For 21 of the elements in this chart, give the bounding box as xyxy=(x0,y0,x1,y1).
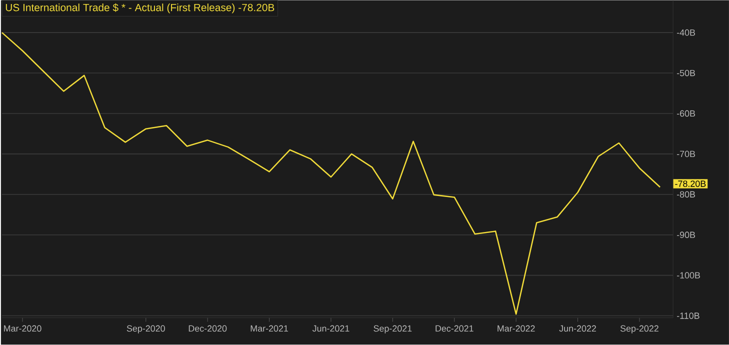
y-tick-label: -100B xyxy=(676,272,700,279)
y-tick-label: -40B xyxy=(676,30,696,36)
x-tick-label: Jun-2022 xyxy=(559,325,596,332)
x-tick-label: Sep-2020 xyxy=(126,325,165,334)
y-tick-label: -70B xyxy=(676,150,696,158)
x-tick-label: Dec-2020 xyxy=(188,325,227,332)
chart-title: US International Trade $ * - Actual (First Release) -78.20B xyxy=(6,4,274,14)
x-tick-label: Dec-2021 xyxy=(436,325,474,332)
y-tick-label: -90B xyxy=(676,232,696,238)
data-label: -78.20B xyxy=(675,180,706,188)
x-tick-label: Mar-2022 xyxy=(498,325,535,332)
y-tick-label: -50B xyxy=(676,70,696,76)
x-tick-label: Jun-2021 xyxy=(312,325,350,332)
x-tick-label: Mar-2021 xyxy=(250,325,288,332)
line-series xyxy=(1,32,661,315)
y-tick-label: -110B xyxy=(676,312,700,320)
x-tick-label: Sep-2022 xyxy=(620,325,658,334)
y-tick-label: -60B xyxy=(676,110,696,117)
y-tick-label: -80B xyxy=(676,191,696,198)
x-tick-label: Sep-2021 xyxy=(374,325,412,334)
x-tick-label: Mar-2020 xyxy=(4,325,42,332)
